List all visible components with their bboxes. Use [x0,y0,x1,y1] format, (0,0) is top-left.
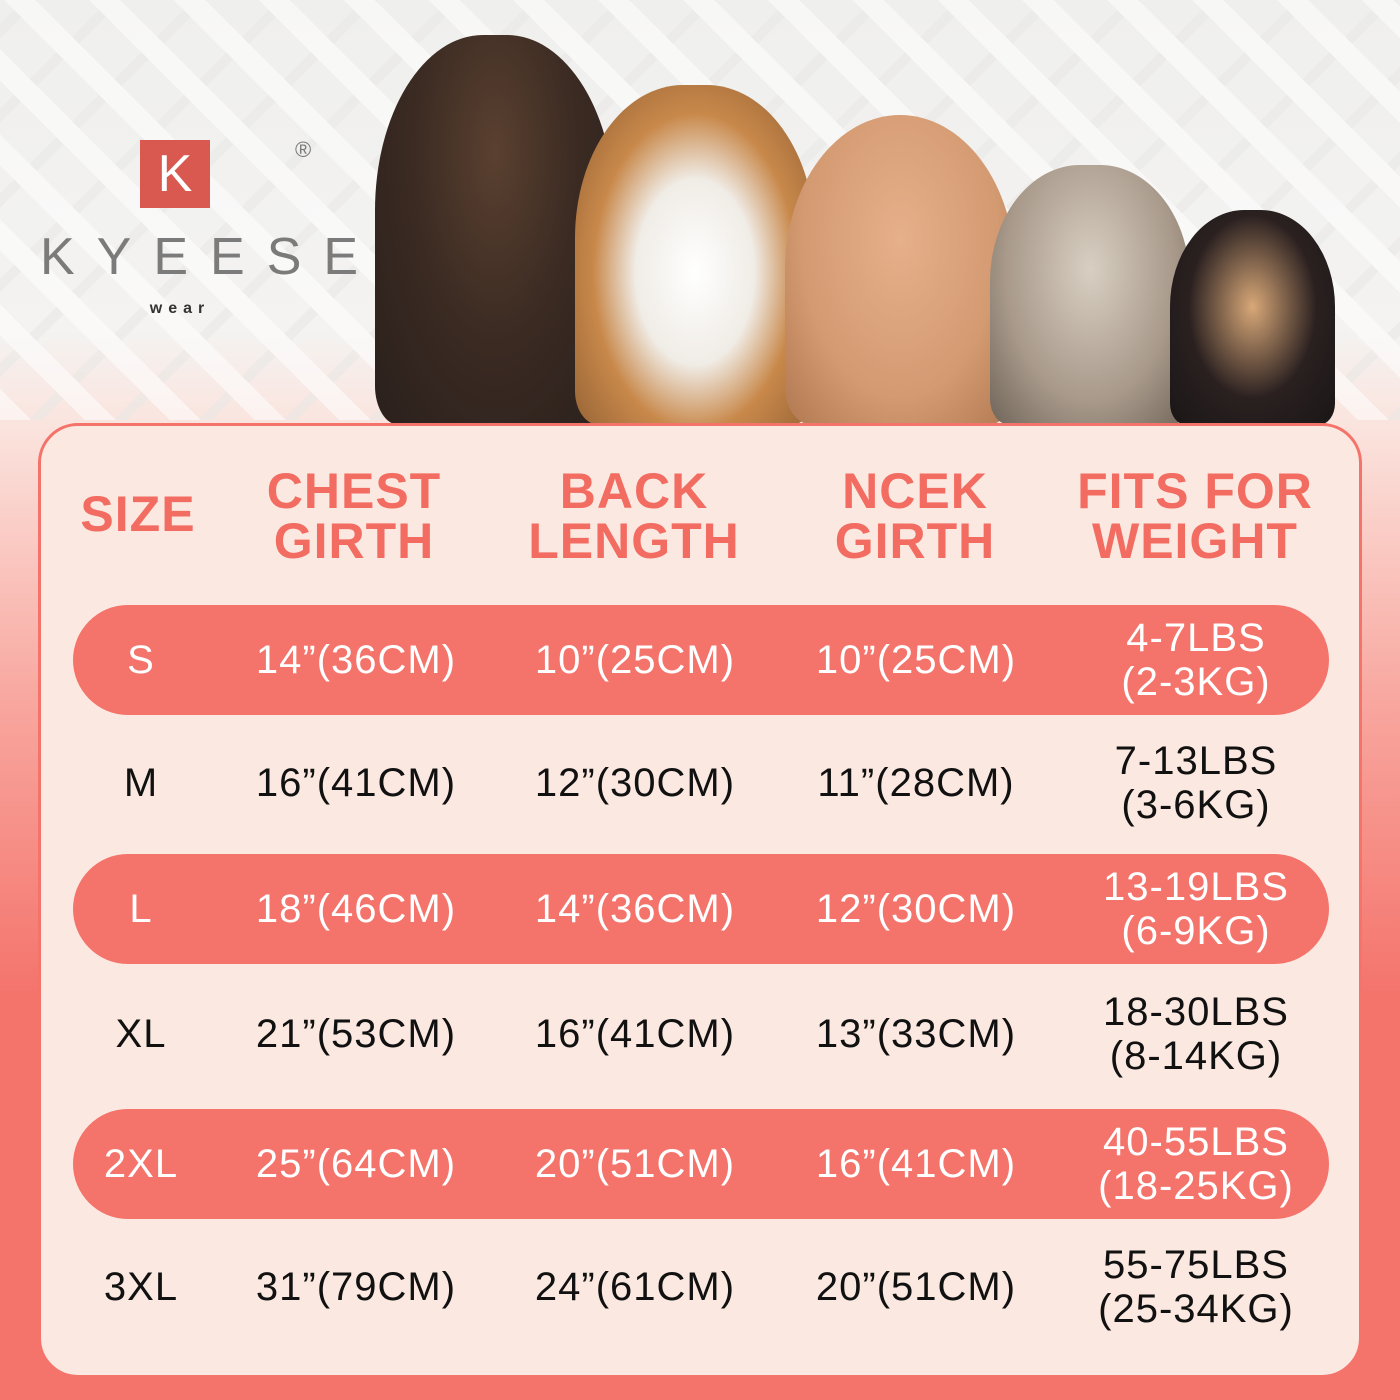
size-cell: 2XL [103,1142,179,1186]
logo-mark: K [140,140,210,208]
size-row-m: M 16”(41CM) 12”(30CM) 11”(28CM) 7-13LBS (3-6K… [73,728,1329,838]
weight-lbs: 7-13LBS [1114,739,1278,783]
weight-cell: 18-30LBS (8-14KG) [1046,979,1346,1089]
weight-cell: 55-75LBS (25-34KG) [1046,1232,1346,1342]
chest-cell: 16”(41CM) [255,761,457,805]
size-row-xl: XL 21”(53CM) 16”(41CM) 13”(33CM) 18-30LBS (8-… [73,979,1329,1089]
weight-lbs: 4-7LBS [1126,616,1266,660]
weight-kg: (8-14KG) [1109,1034,1283,1078]
size-row-3xl: 3XL 31”(79CM) 24”(61CM) 20”(51CM) 55-75LBS (2… [73,1232,1329,1342]
weight-kg: (6-9KG) [1121,909,1271,953]
header-back-length: BACK LENGTH [528,463,740,569]
size-cell: 3XL [103,1265,179,1309]
chest-cell: 21”(53CM) [255,1012,457,1056]
weight-lbs: 40-55LBS [1103,1120,1289,1164]
weight-kg: (2-3KG) [1121,660,1271,704]
size-row-s: S 14”(36CM) 10”(25CM) 10”(25CM) 4-7LBS (2-3KG… [73,605,1329,715]
poodle-image [785,115,1015,425]
size-cell: M [123,761,159,805]
weight-cell: 7-13LBS (3-6KG) [1046,728,1346,838]
weight-lbs: 13-19LBS [1103,865,1289,909]
neck-cell: 12”(30CM) [815,887,1017,931]
neck-cell: 20”(51CM) [815,1265,1017,1309]
back-cell: 10”(25CM) [534,638,736,682]
chest-cell: 31”(79CM) [255,1265,457,1309]
beagle-image [575,85,815,425]
back-cell: 14”(36CM) [534,887,736,931]
neck-cell: 16”(41CM) [815,1142,1017,1186]
brand-sub: wear [149,300,211,317]
chest-cell: 25”(64CM) [255,1142,457,1186]
brand-name: KYEESE [40,228,381,286]
weight-cell: 40-55LBS (18-25KG) [1046,1109,1346,1219]
back-cell: 16”(41CM) [534,1012,736,1056]
size-cell: S [127,638,155,682]
neck-cell: 11”(28CM) [817,761,1015,805]
size-row-2xl: 2XL 25”(64CM) 20”(51CM) 16”(41CM) 40-55LBS (1… [73,1109,1329,1219]
registered-mark: ® [295,137,312,162]
size-cell: L [129,887,153,931]
chihuahua-image [1170,210,1335,425]
neck-cell: 10”(25CM) [815,638,1017,682]
weight-cell: 13-19LBS (6-9KG) [1046,854,1346,964]
header-chest-girth: CHEST GIRTH [266,463,442,569]
back-cell: 24”(61CM) [534,1265,736,1309]
size-row-l: L 18”(46CM) 14”(36CM) 12”(30CM) 13-19LBS (6-9… [73,854,1329,964]
terrier-image [990,165,1190,425]
weight-lbs: 55-75LBS [1103,1243,1289,1287]
brand-logo: K ® KYEESE wear [30,135,381,325]
header-weight: FITS FOR WEIGHT [1077,463,1313,569]
dogs-photo [360,25,1360,425]
chest-cell: 14”(36CM) [255,638,457,682]
size-cell: XL [115,1012,167,1056]
header-neck-girth: NCEK GIRTH [834,463,996,569]
weight-kg: (25-34KG) [1098,1287,1294,1331]
neck-cell: 13”(33CM) [815,1012,1017,1056]
weight-lbs: 18-30LBS [1103,990,1289,1034]
size-chart: SIZE CHEST GIRTH BACK LENGTH NCEK GIRTH FIT… [38,423,1362,1378]
back-cell: 20”(51CM) [534,1142,736,1186]
header-size: SIZE [80,486,196,542]
weight-kg: (3-6KG) [1121,783,1271,827]
weight-cell: 4-7LBS (2-3KG) [1046,605,1346,715]
back-cell: 12”(30CM) [534,761,736,805]
chest-cell: 18”(46CM) [255,887,457,931]
weight-kg: (18-25KG) [1098,1164,1294,1208]
